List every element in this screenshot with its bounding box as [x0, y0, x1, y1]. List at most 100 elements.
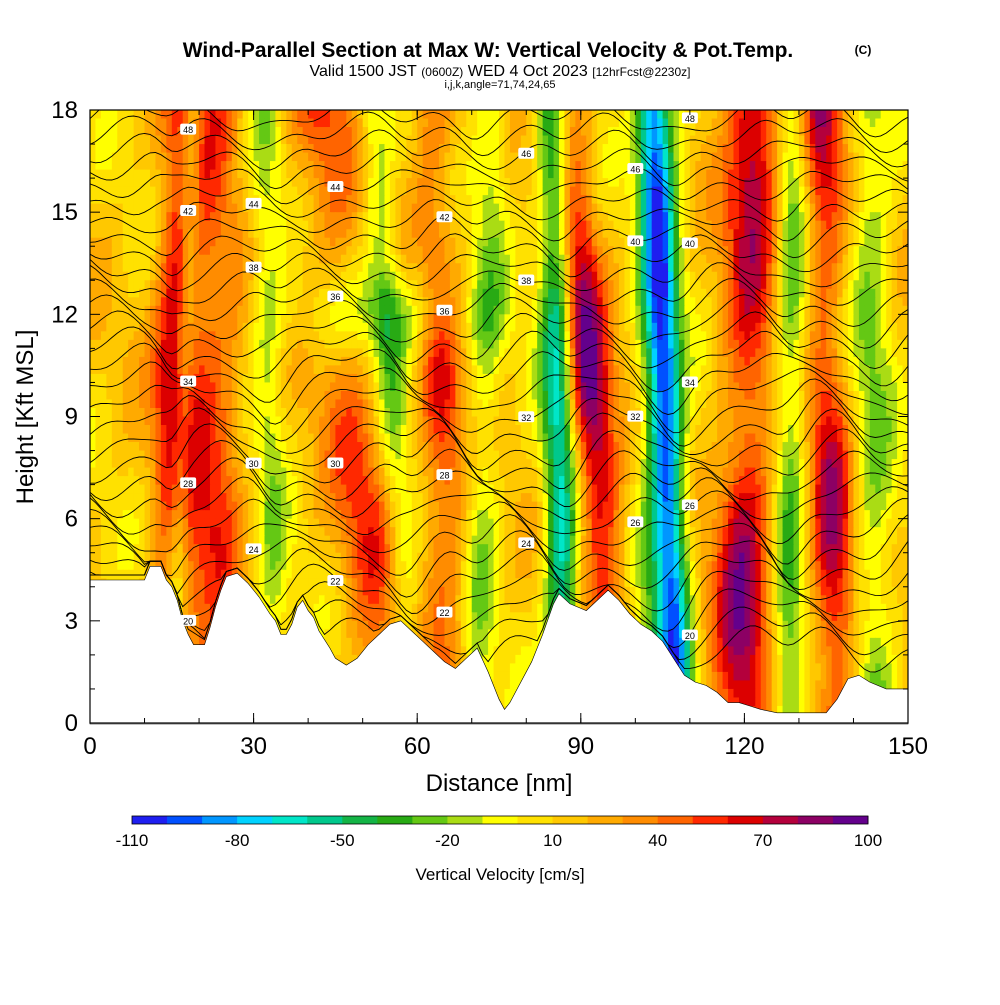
velocity-cell	[329, 161, 336, 171]
velocity-cell	[449, 144, 456, 154]
velocity-cell	[444, 246, 451, 256]
velocity-cell	[400, 365, 407, 375]
velocity-cell	[264, 195, 271, 205]
velocity-cell	[422, 161, 429, 171]
velocity-cell	[564, 203, 571, 213]
velocity-cell	[858, 178, 865, 188]
velocity-cell	[171, 203, 178, 213]
velocity-cell	[515, 246, 522, 256]
velocity-cell	[264, 212, 271, 222]
velocity-cell	[253, 110, 260, 120]
velocity-cell	[531, 382, 538, 392]
velocity-cell	[111, 237, 118, 247]
velocity-cell	[668, 229, 675, 239]
velocity-cell	[597, 305, 604, 315]
velocity-cell	[259, 186, 266, 196]
velocity-cell	[782, 220, 789, 230]
velocity-cell	[831, 127, 838, 137]
velocity-cell	[662, 314, 669, 324]
velocity-cell	[542, 195, 549, 205]
velocity-cell	[880, 280, 887, 290]
velocity-cell	[504, 161, 511, 171]
velocity-cell	[209, 144, 217, 154]
velocity-cell	[684, 297, 691, 307]
velocity-cell	[373, 169, 380, 179]
velocity-cell	[586, 203, 593, 213]
valid-date: WED 4 Oct 2023	[468, 63, 588, 80]
velocity-cell	[678, 212, 686, 222]
velocity-cell	[449, 263, 456, 273]
velocity-cell	[111, 339, 118, 349]
velocity-cell	[738, 280, 745, 290]
velocity-cell	[368, 152, 375, 162]
velocity-cell	[695, 263, 702, 273]
velocity-cell	[117, 186, 124, 196]
velocity-cell	[417, 365, 424, 375]
velocity-cell	[482, 229, 489, 239]
velocity-cell	[335, 118, 342, 128]
velocity-cell	[269, 212, 277, 222]
velocity-cell	[209, 127, 217, 137]
velocity-cell	[575, 348, 582, 358]
velocity-cell	[499, 373, 506, 384]
velocity-cell	[526, 339, 533, 349]
velocity-cell	[351, 110, 358, 120]
velocity-cell	[591, 169, 598, 179]
velocity-cell	[684, 127, 691, 137]
velocity-cell	[569, 144, 576, 154]
velocity-cell	[831, 365, 838, 375]
velocity-cell	[417, 373, 424, 384]
velocity-cell	[400, 331, 407, 341]
velocity-cell	[351, 348, 358, 358]
velocity-cell	[891, 229, 898, 239]
velocity-cell	[95, 356, 102, 367]
velocity-cell	[618, 203, 626, 213]
velocity-cell	[657, 203, 664, 213]
velocity-cell	[106, 271, 113, 281]
velocity-cell	[428, 297, 435, 307]
velocity-cell	[711, 186, 718, 196]
velocity-cell	[602, 161, 609, 171]
velocity-cell	[515, 144, 522, 154]
velocity-cell	[417, 195, 424, 205]
velocity-cell	[569, 229, 576, 239]
velocity-cell	[482, 127, 489, 137]
velocity-cell	[128, 339, 135, 349]
velocity-cell	[820, 297, 827, 307]
velocity-cell	[433, 237, 440, 247]
velocity-cell	[275, 212, 282, 222]
velocity-cell	[400, 169, 407, 179]
velocity-cell	[313, 127, 320, 137]
velocity-cell	[875, 135, 882, 145]
velocity-cell	[744, 305, 751, 315]
velocity-cell	[569, 246, 576, 256]
velocity-cell	[111, 220, 118, 230]
velocity-cell	[788, 322, 795, 332]
velocity-cell	[209, 195, 217, 205]
velocity-cell	[460, 280, 467, 290]
velocity-cell	[744, 161, 751, 171]
velocity-cell	[853, 373, 860, 384]
velocity-cell	[286, 169, 293, 179]
velocity-cell	[602, 348, 609, 358]
velocity-cell	[809, 161, 816, 171]
velocity-cell	[193, 169, 200, 179]
velocity-cell	[602, 135, 609, 145]
velocity-cell	[144, 203, 151, 213]
velocity-cell	[793, 305, 800, 315]
velocity-cell	[646, 237, 653, 247]
velocity-cell	[122, 195, 129, 205]
velocity-cell	[613, 203, 620, 213]
velocity-cell	[848, 110, 855, 120]
velocity-cell	[706, 127, 713, 137]
velocity-cell	[782, 178, 789, 188]
velocity-cell	[324, 212, 331, 222]
velocity-cell	[515, 127, 522, 137]
velocity-cell	[275, 297, 282, 307]
velocity-cell	[122, 229, 129, 239]
velocity-cell	[684, 322, 691, 332]
velocity-cell	[346, 212, 353, 222]
velocity-cell	[324, 271, 331, 281]
velocity-cell	[499, 118, 506, 128]
velocity-cell	[755, 169, 762, 179]
